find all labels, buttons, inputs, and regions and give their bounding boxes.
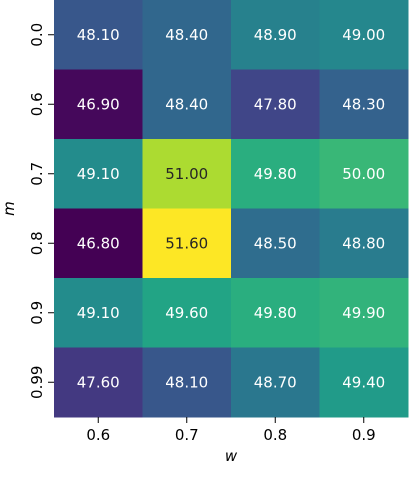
heatmap-cells: 48.10 48.40 48.90 49.00 46.90 48.40 47.80 48.30… — [54, 0, 409, 418]
cell-value-label: 48.30 — [342, 95, 385, 113]
cell-value-label: 48.90 — [254, 26, 297, 44]
heatmap-cell — [231, 139, 320, 209]
cell-value-label: 47.60 — [77, 373, 120, 391]
cell-value-label: 49.60 — [165, 304, 208, 322]
y-tick-labels: 0.0 0.6 0.7 0.8 0.9 0.99 — [28, 23, 54, 399]
x-tick-label: 0.8 — [263, 426, 287, 444]
cell-value-label: 48.70 — [254, 373, 297, 391]
cell-value-label: 48.50 — [254, 234, 297, 252]
x-tick-label: 0.9 — [352, 426, 376, 444]
cell-value-label: 49.00 — [342, 26, 385, 44]
x-tick-label: 0.7 — [175, 426, 199, 444]
cell-value-label: 48.40 — [165, 95, 208, 113]
heatmap-cell — [54, 139, 143, 209]
cell-value-label: 47.80 — [254, 95, 297, 113]
heatmap-cell — [231, 208, 320, 279]
cell-value-label: 49.10 — [77, 304, 120, 322]
cell-value-label: 51.60 — [165, 234, 208, 252]
heatmap-cell — [142, 278, 232, 348]
cell-value-label: 49.80 — [254, 304, 297, 322]
x-tick-label: 0.6 — [86, 426, 110, 444]
heatmap-cell — [231, 0, 320, 70]
heatmap-cell — [231, 278, 320, 348]
heatmap-cell — [319, 278, 409, 348]
cell-value-label: 49.90 — [342, 304, 385, 322]
x-axis-label: w — [225, 447, 238, 465]
cell-value-label: 49.80 — [254, 165, 297, 183]
cell-value-label: 49.10 — [77, 165, 120, 183]
x-tick-labels: 0.6 0.7 0.8 0.9 — [86, 417, 376, 444]
heatmap-cell — [142, 0, 232, 70]
heatmap-cell — [54, 69, 143, 140]
heatmap-cell — [54, 0, 143, 70]
cell-value-label: 49.40 — [342, 373, 385, 391]
heatmap-cell — [142, 139, 232, 209]
heatmap-cell — [142, 347, 232, 418]
y-tick-label: 0.8 — [28, 231, 46, 255]
heatmap-cell — [319, 139, 409, 209]
heatmap-cell — [319, 69, 409, 140]
y-tick-label: 0.99 — [28, 366, 46, 399]
y-tick-label: 0.9 — [28, 301, 46, 325]
y-axis-label: m — [0, 201, 18, 216]
cell-value-label: 48.10 — [165, 373, 208, 391]
heatmap-cell — [54, 347, 143, 418]
cell-value-label: 48.10 — [77, 26, 120, 44]
heatmap-cell — [142, 69, 232, 140]
y-tick-label: 0.6 — [28, 92, 46, 116]
heatmap-cell — [319, 0, 409, 70]
cell-value-label: 48.80 — [342, 234, 385, 252]
heatmap-cell — [54, 278, 143, 348]
y-tick-label: 0.0 — [28, 23, 46, 47]
heatmap-cell — [54, 208, 143, 279]
heatmap-cell — [319, 347, 409, 418]
cell-value-label: 46.90 — [77, 95, 120, 113]
cell-value-label: 48.40 — [165, 26, 208, 44]
y-tick-label: 0.7 — [28, 162, 46, 186]
cell-value-label: 51.00 — [165, 165, 208, 183]
heatmap-cell — [319, 208, 409, 279]
cell-value-label: 50.00 — [342, 165, 385, 183]
heatmap-cell — [142, 208, 232, 279]
heatmap-cell — [231, 347, 320, 418]
cell-value-label: 46.80 — [77, 234, 120, 252]
heatmap-cell — [231, 69, 320, 140]
